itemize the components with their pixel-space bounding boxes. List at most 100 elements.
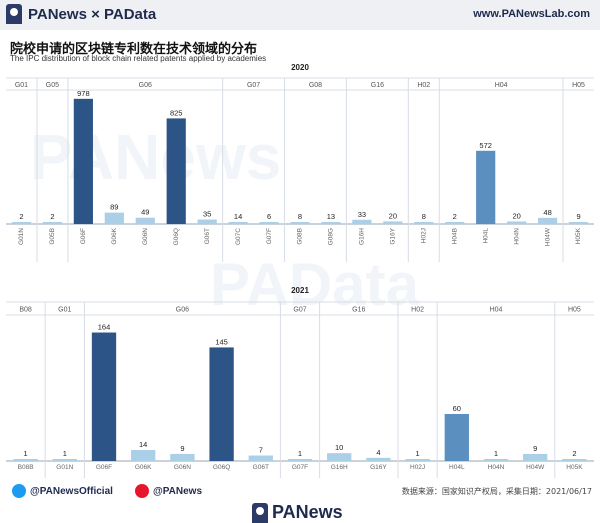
data-label-G06F: 978 — [77, 89, 90, 98]
tick-label-G06F: G06F — [96, 464, 112, 471]
tick-label-G06K: G06K — [111, 227, 118, 244]
tick-label-G16H: G16H — [331, 464, 348, 471]
bar-G06F — [91, 332, 117, 461]
bar-B08B — [13, 459, 38, 461]
tick-label-G06Q: G06Q — [173, 228, 180, 245]
weibo-handle: @PANews — [153, 485, 203, 497]
group-label-G01: G01 — [15, 82, 28, 89]
tick-label-H04N: H04N — [513, 228, 520, 245]
data-label-H05K: 9 — [576, 212, 580, 221]
chart-title-en: The IPC distribution of block chain rela… — [10, 54, 267, 63]
tick-label-G07F: G07F — [266, 228, 273, 244]
bar-H04L — [444, 414, 469, 461]
tick-label-G16Y: G16Y — [390, 227, 397, 244]
bottom-brand-name: PANews — [272, 502, 343, 522]
data-label-B08B: 1 — [24, 449, 28, 458]
tick-label-H04N: H04N — [488, 464, 505, 471]
group-label-G07: G07 — [247, 82, 260, 89]
panel-title-2021: 2021 — [291, 286, 309, 295]
tick-label-G06F: G06F — [80, 228, 87, 244]
data-label-G06Q: 145 — [215, 337, 228, 346]
twitter-handle: @PANewsOfficial — [30, 485, 113, 497]
data-label-H02J: 1 — [416, 449, 420, 458]
data-label-G06N: 49 — [141, 208, 149, 217]
tick-label-G07F: G07F — [292, 464, 308, 471]
tick-label-H04L: H04L — [482, 228, 489, 244]
data-label-H02J: 8 — [422, 212, 426, 221]
bottom-brand-logo: PANews — [252, 502, 343, 523]
data-label-G06N: 9 — [180, 444, 184, 453]
tick-label-G08B: G08B — [297, 228, 304, 245]
group-label-B08: B08 — [19, 307, 32, 314]
group-label-H04: H04 — [495, 82, 508, 89]
data-label-G16Y: 4 — [376, 448, 380, 457]
header-bar — [0, 0, 600, 30]
bar-G06Q — [166, 118, 186, 224]
tick-label-G05B: G05B — [49, 228, 56, 245]
data-source: 数据来源：国家知识产权局，采集日期：2021/06/17 — [401, 487, 592, 496]
data-label-G01N: 1 — [63, 449, 67, 458]
group-label-H02: H02 — [417, 82, 430, 89]
bar-H05K — [562, 459, 587, 461]
bar-G06N — [135, 217, 155, 224]
data-label-G16H: 10 — [335, 443, 343, 452]
data-label-G07F: 1 — [298, 449, 302, 458]
data-label-G07C: 14 — [234, 212, 242, 221]
brand-name: PANews × PAData — [28, 5, 157, 23]
twitter-icon — [12, 484, 26, 498]
bar-G01N — [52, 459, 77, 461]
bar-G16H — [327, 453, 352, 461]
bar-H02J — [405, 459, 430, 461]
group-label-G16: G16 — [352, 307, 365, 314]
group-label-G16: G16 — [371, 82, 384, 89]
bar-G08G — [321, 222, 341, 224]
data-label-H04W: 9 — [533, 444, 537, 453]
tick-label-H04W: H04W — [544, 227, 551, 246]
tick-label-G16Y: G16Y — [370, 464, 387, 471]
weibo-icon — [135, 484, 149, 498]
tick-label-H04L: H04L — [449, 464, 465, 471]
bar-H04B — [445, 222, 465, 224]
data-label-H04L: 572 — [479, 141, 492, 150]
tick-label-H02J: H02J — [421, 228, 428, 243]
bar-G06K — [104, 212, 124, 224]
data-label-H05K: 2 — [572, 449, 576, 458]
tick-label-G06T: G06T — [204, 228, 211, 244]
group-label-H05: H05 — [572, 82, 585, 89]
tick-label-G06K: G06K — [135, 464, 152, 471]
tick-label-B08B: B08B — [18, 464, 34, 471]
bar-G05B — [42, 222, 63, 224]
tick-label-H05K: H05K — [566, 464, 583, 471]
bar-H04N — [483, 459, 509, 461]
data-label-H04N: 20 — [512, 211, 520, 220]
bar-G16Y — [383, 221, 403, 224]
data-label-H04W: 48 — [543, 208, 551, 217]
weibo-handle-block: @PANews — [135, 484, 202, 498]
tick-label-G06N: G06N — [174, 464, 191, 471]
bar-G06T — [197, 219, 217, 224]
data-label-H04N: 1 — [494, 449, 498, 458]
data-label-G06T: 7 — [259, 446, 263, 455]
data-label-G06K: 14 — [139, 440, 147, 449]
bar-G06Q — [209, 347, 234, 461]
bar-H04L — [476, 150, 496, 224]
bar-G16H — [352, 219, 372, 224]
tick-label-G06T: G06T — [253, 464, 269, 471]
tick-label-G08G: G08G — [328, 228, 335, 245]
tick-label-G01N: G01N — [56, 464, 73, 471]
bar-G01N — [11, 222, 32, 224]
group-label-G05: G05 — [46, 82, 59, 89]
data-label-G06K: 89 — [110, 203, 118, 212]
group-label-G08: G08 — [309, 82, 322, 89]
bar-H04W — [537, 217, 558, 224]
tick-label-H05K: H05K — [575, 227, 582, 244]
data-label-G07F: 6 — [267, 212, 271, 221]
site-url: www.PANewsLab.com — [473, 8, 590, 20]
bar-G08B — [290, 222, 310, 224]
data-label-H04B: 2 — [453, 212, 457, 221]
tick-label-H04B: H04B — [451, 228, 458, 244]
bar-H04W — [523, 453, 548, 461]
panel-title-2020: 2020 — [291, 63, 309, 72]
data-label-G06F: 164 — [98, 323, 111, 332]
brand-logo: PANews × PAData — [6, 4, 156, 24]
